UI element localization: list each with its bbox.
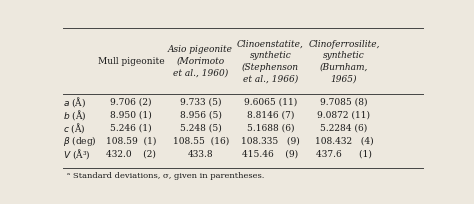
Text: 5.1688 (6): 5.1688 (6) <box>247 123 294 133</box>
Text: $V$ (Å³): $V$ (Å³) <box>63 147 91 161</box>
Text: Mull pigeonite: Mull pigeonite <box>98 57 164 66</box>
Text: 5.246 (1): 5.246 (1) <box>110 123 152 133</box>
Text: 5.248 (5): 5.248 (5) <box>180 123 221 133</box>
Text: 108.55  (16): 108.55 (16) <box>173 137 229 146</box>
Text: 437.6      (1): 437.6 (1) <box>316 150 372 159</box>
Text: $\beta$ (deg): $\beta$ (deg) <box>63 134 97 148</box>
Text: Clinoferrosilite,
synthetic
(Burnham,
1965): Clinoferrosilite, synthetic (Burnham, 19… <box>308 40 380 83</box>
Text: ᵃ Standard deviations, σ, given in parentheses.: ᵃ Standard deviations, σ, given in paren… <box>66 172 264 180</box>
Text: 8.956 (5): 8.956 (5) <box>180 110 222 119</box>
Text: 108.432   (4): 108.432 (4) <box>315 137 373 146</box>
Text: 9.0872 (11): 9.0872 (11) <box>318 110 371 119</box>
Text: $b$ (Å): $b$ (Å) <box>63 108 86 122</box>
Text: 415.46    (9): 415.46 (9) <box>242 150 299 159</box>
Text: Asio pigeonite
(Morimoto
et al., 1960): Asio pigeonite (Morimoto et al., 1960) <box>168 45 233 77</box>
Text: 8.8146 (7): 8.8146 (7) <box>247 110 294 119</box>
Text: 9.7085 (8): 9.7085 (8) <box>320 97 368 106</box>
Text: 432.0    (2): 432.0 (2) <box>106 150 156 159</box>
Text: 433.8: 433.8 <box>188 150 213 159</box>
Text: $c$ (Å): $c$ (Å) <box>63 121 86 135</box>
Text: 9.706 (2): 9.706 (2) <box>110 97 152 106</box>
Text: 108.335   (9): 108.335 (9) <box>241 137 300 146</box>
Text: 5.2284 (6): 5.2284 (6) <box>320 123 367 133</box>
Text: 108.59  (1): 108.59 (1) <box>106 137 156 146</box>
Text: Clinoenstatite,
synthetic
(Stephenson
et al., 1966): Clinoenstatite, synthetic (Stephenson et… <box>237 40 304 83</box>
Text: 9.733 (5): 9.733 (5) <box>180 97 221 106</box>
Text: $a$ (Å): $a$ (Å) <box>63 95 86 109</box>
Text: 9.6065 (11): 9.6065 (11) <box>244 97 297 106</box>
Text: 8.950 (1): 8.950 (1) <box>110 110 152 119</box>
